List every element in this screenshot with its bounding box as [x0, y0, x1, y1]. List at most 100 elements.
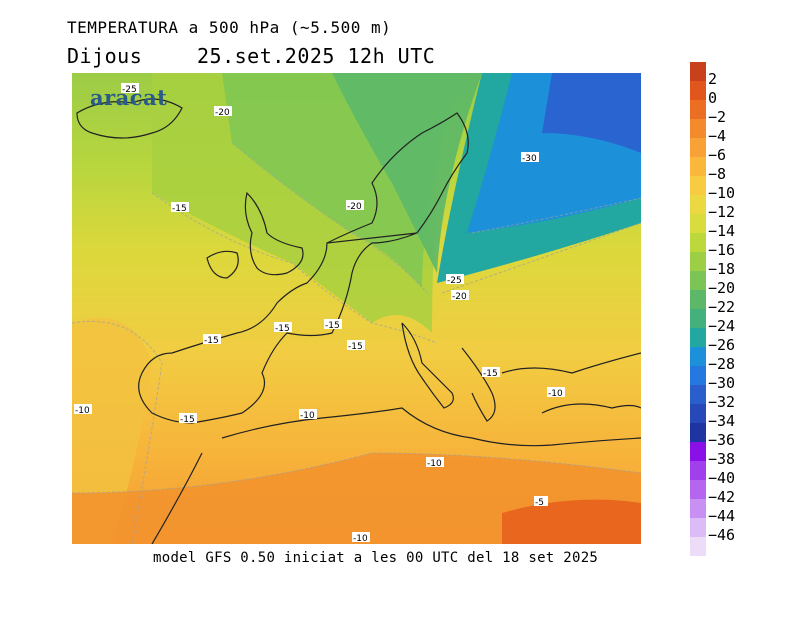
- svg-text:-30: -30: [522, 154, 537, 164]
- svg-text:-10: -10: [427, 459, 442, 469]
- svg-text:-15: -15: [180, 415, 195, 425]
- zone-west-warm: [72, 318, 152, 544]
- legend-label: −14: [708, 222, 736, 240]
- legend-label: −8: [708, 165, 727, 183]
- svg-text:-15: -15: [483, 369, 498, 379]
- legend-swatch: [690, 537, 706, 556]
- legend-label: −28: [708, 355, 736, 373]
- svg-text:-25: -25: [122, 85, 137, 95]
- legend-label: −44: [708, 507, 736, 525]
- legend-swatch: [690, 404, 706, 423]
- zone-cold-30: [542, 73, 641, 153]
- contour-label: -15: [171, 202, 189, 214]
- contour-label: -10: [74, 404, 92, 416]
- legend-label: −26: [708, 336, 736, 354]
- svg-text:-15: -15: [325, 321, 340, 331]
- legend-swatch: [690, 366, 706, 385]
- color-legend: [690, 62, 706, 556]
- contour-label: -15: [203, 334, 221, 346]
- temperature-map: -25 -20 -15 -20 -30 -25 -20 -15 -15 -15 …: [72, 73, 641, 544]
- legend-label: −34: [708, 412, 736, 430]
- legend-swatch: [690, 328, 706, 347]
- contour-label: -20: [451, 290, 469, 302]
- legend-swatch: [690, 100, 706, 119]
- contour-label: -10: [352, 532, 370, 544]
- legend-swatch: [690, 81, 706, 100]
- legend-swatch: [690, 290, 706, 309]
- legend-label: −2: [708, 108, 727, 126]
- contour-label: -15: [482, 367, 500, 379]
- contour-label: -15: [347, 340, 365, 352]
- legend-swatch: [690, 385, 706, 404]
- legend-label: −12: [708, 203, 736, 221]
- legend-swatch: [690, 499, 706, 518]
- contour-label: -20: [346, 200, 364, 212]
- contour-label: -25: [446, 274, 464, 286]
- map-title: TEMPERATURA a 500 hPa (~5.500 m): [67, 18, 392, 37]
- svg-text:-20: -20: [347, 202, 362, 212]
- legend-label: −24: [708, 317, 736, 335]
- legend-swatch: [690, 119, 706, 138]
- legend-label: −40: [708, 469, 736, 487]
- svg-text:-15: -15: [275, 324, 290, 334]
- legend-swatch: [690, 195, 706, 214]
- forecast-datetime: Dijous 25.set.2025 12h UTC: [67, 44, 435, 68]
- contour-label: -5: [534, 496, 548, 508]
- legend-label: −36: [708, 431, 736, 449]
- legend-label: 2: [708, 70, 718, 88]
- aracat-logo: aracat: [90, 85, 168, 110]
- legend-label: −32: [708, 393, 736, 411]
- legend-label: −16: [708, 241, 736, 259]
- svg-text:-20: -20: [452, 292, 467, 302]
- svg-text:-15: -15: [204, 336, 219, 346]
- svg-text:-20: -20: [215, 108, 230, 118]
- forecast-valid-time: 25.set.2025 12h UTC: [197, 44, 436, 68]
- legend-swatch: [690, 252, 706, 271]
- contour-label: -10: [426, 457, 444, 469]
- svg-text:-10: -10: [548, 389, 563, 399]
- legend-label: −6: [708, 146, 727, 164]
- contour-label: -10: [547, 387, 565, 399]
- contour-label: -15: [274, 322, 292, 334]
- contour-labels: -25 -20 -15 -20 -30 -25 -20 -15 -15 -15 …: [74, 83, 565, 544]
- legend-label: −38: [708, 450, 736, 468]
- legend-swatch: [690, 157, 706, 176]
- isotherm-lines: [72, 142, 641, 544]
- legend-swatch: [690, 62, 706, 81]
- legend-swatch: [690, 176, 706, 195]
- svg-text:-25: -25: [447, 276, 462, 286]
- svg-text:-10: -10: [300, 411, 315, 421]
- legend-label: −10: [708, 184, 736, 202]
- legend-label: −30: [708, 374, 736, 392]
- svg-text:-15: -15: [348, 342, 363, 352]
- contour-label: -15: [179, 413, 197, 425]
- legend-label: −42: [708, 488, 736, 506]
- legend-label: −46: [708, 526, 736, 544]
- legend-swatch: [690, 461, 706, 480]
- legend-swatch: [690, 480, 706, 499]
- model-run-info: model GFS 0.50 iniciat a les 00 UTC del …: [153, 550, 599, 566]
- zone-egypt-hot: [502, 499, 641, 544]
- contour-label: -25: [121, 83, 139, 95]
- contour-label: -20: [214, 106, 232, 118]
- legend-swatch: [690, 423, 706, 442]
- legend-label: −22: [708, 298, 736, 316]
- legend-swatch: [690, 442, 706, 461]
- svg-text:-15: -15: [172, 204, 187, 214]
- legend-swatch: [690, 233, 706, 252]
- contour-label: -15: [324, 319, 342, 331]
- svg-text:-10: -10: [353, 534, 368, 544]
- legend-label: −20: [708, 279, 736, 297]
- forecast-day: Dijous: [67, 44, 143, 68]
- map-canvas: -25 -20 -15 -20 -30 -25 -20 -15 -15 -15 …: [72, 73, 641, 544]
- zone-south-hot: [72, 453, 641, 544]
- legend-swatch: [690, 309, 706, 328]
- legend-label: −4: [708, 127, 727, 145]
- contour-label: -10: [299, 409, 317, 421]
- legend-swatch: [690, 271, 706, 290]
- zone-trough-22: [332, 73, 482, 273]
- svg-text:-10: -10: [75, 406, 90, 416]
- legend-swatch: [690, 518, 706, 537]
- legend-swatch: [690, 138, 706, 157]
- legend-swatch: [690, 214, 706, 233]
